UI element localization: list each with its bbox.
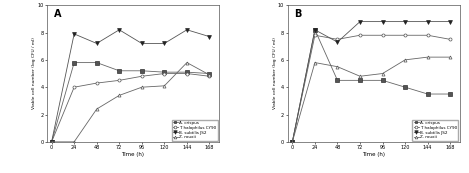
- B. subtilis JS2: [312, 29, 318, 31]
- T. halophilus CY90: [49, 141, 54, 143]
- B. subtilis JS2: [289, 141, 295, 143]
- A. crispus: [49, 141, 54, 143]
- Y-axis label: Viable cell number (log CFU / ml): Viable cell number (log CFU / ml): [272, 38, 277, 110]
- B. subtilis JS2: [116, 29, 122, 31]
- A. crispus: [184, 71, 190, 73]
- A. crispus: [425, 93, 431, 95]
- Line: T. halophilus CY90: T. halophilus CY90: [291, 34, 452, 143]
- A. crispus: [312, 29, 318, 31]
- B. subtilis JS2: [380, 21, 386, 23]
- Line: B. subtilis JS2: B. subtilis JS2: [50, 28, 212, 144]
- Line: A. crispus: A. crispus: [291, 28, 452, 143]
- Z. rouxii: [312, 62, 318, 64]
- Z. rouxii: [49, 141, 54, 143]
- Z. rouxii: [207, 74, 212, 76]
- Text: A: A: [54, 9, 61, 19]
- T. halophilus CY90: [357, 34, 363, 36]
- T. halophilus CY90: [161, 72, 167, 75]
- Line: B. subtilis JS2: B. subtilis JS2: [290, 20, 452, 144]
- Z. rouxii: [116, 94, 122, 96]
- B. subtilis JS2: [49, 141, 54, 143]
- B. subtilis JS2: [184, 29, 190, 31]
- Z. rouxii: [184, 62, 190, 64]
- Z. rouxii: [425, 56, 431, 58]
- T. halophilus CY90: [402, 34, 408, 36]
- Z. rouxii: [380, 72, 386, 75]
- T. halophilus CY90: [335, 38, 340, 40]
- Legend: A. crispus, T. halophilus CY90, B. subtilis JS2, Z. rouxii: A. crispus, T. halophilus CY90, B. subti…: [412, 120, 458, 141]
- Z. rouxii: [447, 56, 453, 58]
- A. crispus: [94, 62, 99, 64]
- Y-axis label: Viable cell number (log CFU / ml): Viable cell number (log CFU / ml): [32, 38, 36, 110]
- A. crispus: [71, 62, 77, 64]
- B. subtilis JS2: [447, 21, 453, 23]
- Text: B: B: [295, 9, 302, 19]
- A. crispus: [116, 70, 122, 72]
- A. crispus: [335, 79, 340, 81]
- Line: A. crispus: A. crispus: [50, 61, 211, 143]
- A. crispus: [207, 72, 212, 75]
- Line: T. halophilus CY90: T. halophilus CY90: [50, 72, 211, 143]
- T. halophilus CY90: [207, 75, 212, 77]
- T. halophilus CY90: [184, 72, 190, 75]
- B. subtilis JS2: [335, 41, 340, 43]
- Legend: A. crispus, T. halophilus CY90, B. subtilis JS2, Z. rouxii: A. crispus, T. halophilus CY90, B. subti…: [172, 120, 218, 141]
- A. crispus: [289, 141, 295, 143]
- T. halophilus CY90: [380, 34, 386, 36]
- T. halophilus CY90: [139, 75, 144, 77]
- B. subtilis JS2: [402, 21, 408, 23]
- A. crispus: [357, 79, 363, 81]
- Z. rouxii: [357, 75, 363, 77]
- B. subtilis JS2: [207, 36, 212, 38]
- Z. rouxii: [289, 141, 295, 143]
- B. subtilis JS2: [425, 21, 431, 23]
- T. halophilus CY90: [71, 86, 77, 88]
- B. subtilis JS2: [357, 21, 363, 23]
- T. halophilus CY90: [425, 34, 431, 36]
- A. crispus: [402, 86, 408, 88]
- Z. rouxii: [402, 59, 408, 61]
- B. subtilis JS2: [94, 42, 99, 44]
- Z. rouxii: [335, 66, 340, 68]
- Z. rouxii: [94, 108, 99, 110]
- Line: Z. rouxii: Z. rouxii: [291, 56, 452, 143]
- B. subtilis JS2: [71, 33, 77, 35]
- A. crispus: [139, 70, 144, 72]
- Z. rouxii: [161, 85, 167, 87]
- Z. rouxii: [71, 141, 77, 143]
- T. halophilus CY90: [94, 82, 99, 84]
- X-axis label: Time (h): Time (h): [362, 152, 385, 157]
- B. subtilis JS2: [161, 42, 167, 44]
- T. halophilus CY90: [116, 79, 122, 81]
- T. halophilus CY90: [312, 34, 318, 36]
- Line: Z. rouxii: Z. rouxii: [50, 61, 211, 143]
- A. crispus: [161, 71, 167, 73]
- Z. rouxii: [139, 86, 144, 88]
- T. halophilus CY90: [289, 141, 295, 143]
- T. halophilus CY90: [447, 38, 453, 40]
- B. subtilis JS2: [139, 42, 144, 44]
- X-axis label: Time (h): Time (h): [121, 152, 144, 157]
- A. crispus: [380, 79, 386, 81]
- A. crispus: [447, 93, 453, 95]
